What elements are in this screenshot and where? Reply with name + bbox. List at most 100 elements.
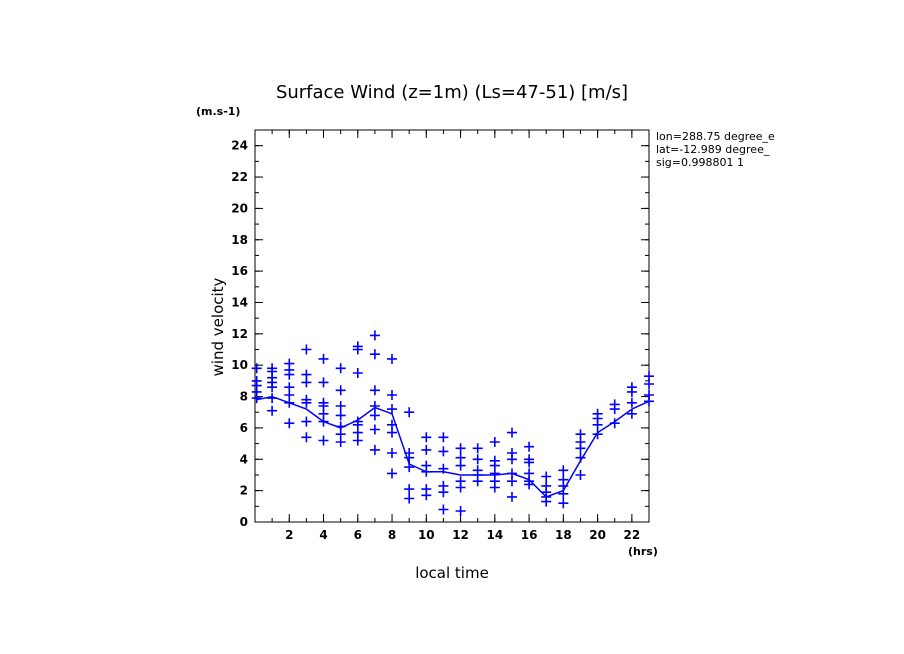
x-tick-label: 4 xyxy=(319,528,327,542)
data-point xyxy=(438,432,449,443)
info-line-lat: lat=-12.989 degree_ xyxy=(656,143,770,156)
y-tick-label: 10 xyxy=(231,358,248,372)
data-point xyxy=(251,363,262,374)
data-point xyxy=(387,468,397,479)
data-point xyxy=(387,419,397,430)
data-point xyxy=(558,465,569,476)
data-point xyxy=(626,408,637,419)
x-tick-label: 12 xyxy=(452,528,469,542)
data-point xyxy=(455,443,466,454)
x-tick-labels: 2 4 6 8 10 12 14 16 18 20 22 xyxy=(285,528,640,542)
data-point xyxy=(455,476,466,487)
x-tick-label: 10 xyxy=(418,528,435,542)
y-tick-label: 14 xyxy=(231,295,248,309)
data-point xyxy=(592,429,603,440)
data-point xyxy=(541,480,552,491)
data-point xyxy=(284,418,295,429)
data-point xyxy=(524,454,535,465)
data-point xyxy=(335,410,346,421)
data-point xyxy=(575,452,586,463)
y-tick-label: 4 xyxy=(240,452,248,466)
data-point xyxy=(387,404,397,415)
data-point xyxy=(489,437,500,447)
data-point xyxy=(489,455,500,466)
info-line-sig: sig=0.998801 1 xyxy=(656,156,744,169)
data-points xyxy=(251,330,654,516)
y-axis-label: wind velocity xyxy=(209,277,227,376)
data-point xyxy=(404,484,415,495)
y-tick-label: 22 xyxy=(231,170,248,184)
data-point xyxy=(369,424,380,435)
data-point xyxy=(575,429,586,440)
y-tick-label: 0 xyxy=(240,515,248,529)
data-point xyxy=(609,418,620,429)
info-line-lon: lon=288.75 degree_e xyxy=(656,130,775,143)
x-axis-label: local time xyxy=(415,564,489,582)
data-point xyxy=(626,382,637,393)
data-point xyxy=(318,435,329,446)
data-point xyxy=(387,353,397,364)
mean-line xyxy=(256,395,650,498)
x-tick-label: 18 xyxy=(555,528,572,542)
data-point xyxy=(352,368,363,378)
x-tick-label: 20 xyxy=(589,528,606,542)
x-tick-label: 22 xyxy=(624,528,641,542)
data-point xyxy=(455,452,466,463)
data-point xyxy=(644,371,654,382)
y-tick-label: 12 xyxy=(231,327,248,341)
data-point xyxy=(507,491,517,502)
data-point xyxy=(301,394,312,405)
y-tick-label: 20 xyxy=(231,201,248,215)
data-point xyxy=(592,408,603,419)
data-point xyxy=(404,462,415,473)
data-point xyxy=(507,448,517,458)
data-point xyxy=(301,369,312,380)
data-point xyxy=(507,468,517,479)
data-point xyxy=(352,341,363,352)
info-panel: lon=288.75 degree_e lat=-12.989 degree_ … xyxy=(656,130,775,169)
data-point xyxy=(369,349,380,360)
data-point xyxy=(369,330,380,341)
data-point xyxy=(438,446,449,457)
data-point xyxy=(387,390,397,400)
data-point xyxy=(301,344,312,355)
data-point xyxy=(438,480,449,491)
data-point xyxy=(335,421,346,432)
chart-title: Surface Wind (z=1m) (Ls=47-51) [m/s] xyxy=(276,82,628,103)
data-point xyxy=(421,444,432,455)
data-point xyxy=(421,460,432,471)
x-tick-label: 2 xyxy=(285,528,293,542)
y-tick-label: 2 xyxy=(240,484,248,498)
data-point xyxy=(369,444,380,455)
x-tick-label: 6 xyxy=(354,528,362,542)
data-point xyxy=(507,427,517,438)
data-point xyxy=(318,377,329,388)
x-tick-label: 8 xyxy=(388,528,396,542)
data-point xyxy=(369,410,380,421)
data-point xyxy=(455,506,466,516)
x-axis-units: (hrs) xyxy=(628,545,658,558)
data-point xyxy=(558,474,569,485)
y-tick-label: 8 xyxy=(240,390,248,404)
y-tick-label: 6 xyxy=(240,421,248,435)
data-point xyxy=(251,375,262,386)
data-point xyxy=(284,382,295,393)
data-point xyxy=(438,504,449,515)
data-point xyxy=(472,465,483,476)
data-point xyxy=(421,484,432,495)
data-point xyxy=(421,432,432,443)
data-point xyxy=(335,401,346,411)
data-point xyxy=(626,397,637,408)
plot-frame xyxy=(254,129,650,523)
data-point xyxy=(438,463,449,474)
data-point xyxy=(404,493,415,504)
data-point xyxy=(524,441,535,452)
data-point xyxy=(541,471,552,482)
data-point xyxy=(472,443,483,454)
data-point xyxy=(404,407,415,418)
data-point xyxy=(335,385,346,396)
data-point xyxy=(387,448,397,458)
axis-ticks xyxy=(255,130,649,523)
data-point xyxy=(335,363,346,374)
data-point xyxy=(301,416,312,427)
